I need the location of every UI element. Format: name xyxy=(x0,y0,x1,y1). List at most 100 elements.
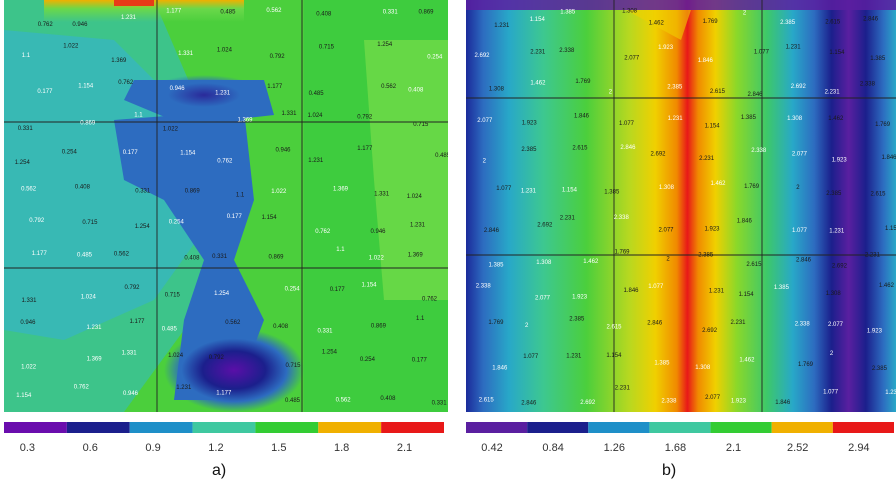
cell-value-label: 1.1 xyxy=(236,192,245,198)
cell-value-label: 2.692 xyxy=(702,328,718,334)
cell-value-label: 1.369 xyxy=(408,253,424,259)
cell-value-label: 0.762 xyxy=(422,297,438,303)
cell-value-label: 1.024 xyxy=(407,194,423,200)
cell-value-label: 1.177 xyxy=(32,251,48,257)
cell-value-label: 0.331 xyxy=(18,126,34,132)
cell-value-label: 1.022 xyxy=(63,44,79,50)
cell-value-label: 0.946 xyxy=(276,147,292,153)
cell-value-label: 1.462 xyxy=(530,80,546,86)
colorbar-a-swatches xyxy=(4,422,444,433)
cell-value-label: 1.231 xyxy=(410,223,426,229)
cell-value-label: 0.331 xyxy=(135,189,151,195)
cell-value-label: 1.154 xyxy=(705,123,721,129)
heatmap-a-low-upper xyxy=(144,75,264,115)
cell-value-label: 2.077 xyxy=(535,295,551,301)
cell-value-label: 1.077 xyxy=(619,121,635,127)
cell-value-label: 0.792 xyxy=(125,285,141,291)
colorbar-tick-label: 1.5 xyxy=(271,442,287,454)
colorbar-b xyxy=(466,422,894,433)
cell-value-label: 1.177 xyxy=(216,391,232,397)
cell-value-label: 1.254 xyxy=(322,350,338,356)
heatmap-a-top-strip xyxy=(44,0,244,22)
cell-value-label: 1.231 xyxy=(308,158,324,164)
cell-value-label: 1.077 xyxy=(823,389,839,395)
cell-value-label: 1.462 xyxy=(711,181,727,187)
cell-value-label: 1.154 xyxy=(562,187,578,193)
cell-value-label: 0.562 xyxy=(336,398,352,404)
cell-value-label: 2.077 xyxy=(624,56,640,62)
cell-value-label: 2 xyxy=(525,323,529,329)
cell-value-label: 1.308 xyxy=(489,86,505,92)
cell-value-label: 2.692 xyxy=(651,152,667,158)
cell-value-label: 2.385 xyxy=(698,253,714,259)
cell-value-label: 1.846 xyxy=(624,288,640,294)
cell-value-label: 1.024 xyxy=(217,47,233,53)
heatmap-a-top-peak xyxy=(114,0,154,6)
cell-value-label: 2 xyxy=(483,159,487,165)
cell-value-label: 0.792 xyxy=(29,218,45,224)
cell-value-label: 2.338 xyxy=(795,322,811,328)
cell-value-label: 0.869 xyxy=(80,120,96,126)
cell-value-label: 1.024 xyxy=(308,113,324,119)
cell-value-label: 0.408 xyxy=(184,256,200,262)
cell-value-label: 2 xyxy=(830,351,834,357)
cell-value-label: 1.177 xyxy=(130,319,146,325)
cell-value-label: 2.385 xyxy=(780,20,796,26)
cell-value-label: 1.154 xyxy=(739,292,755,298)
cell-value-label: 1.254 xyxy=(214,291,230,297)
cell-value-label: 0.946 xyxy=(371,229,387,235)
colorbar-tick-label: 1.26 xyxy=(603,442,625,454)
cell-value-label: 0.331 xyxy=(383,10,399,16)
cell-value-label: 0.408 xyxy=(316,12,332,18)
cell-value-label: 1.231 xyxy=(786,44,802,50)
colorbar-swatch xyxy=(588,422,650,433)
cell-value-label: 1.022 xyxy=(21,365,37,371)
cell-value-label: 0.177 xyxy=(330,287,346,293)
cell-value-label: 1.331 xyxy=(22,298,38,304)
cell-value-label: 2.077 xyxy=(792,152,808,158)
colorbar-swatch xyxy=(649,422,711,433)
cell-value-label: 1.154 xyxy=(78,84,94,90)
cell-value-label: 1.154 xyxy=(362,282,378,288)
heatmap-b: 1.231 1.154 1.385 1.308 1.462 1.769 2 2.385 2.61… xyxy=(466,0,896,412)
heatmap-a-channel xyxy=(114,110,264,400)
cell-value-label: 2.338 xyxy=(860,81,876,87)
cell-value-label: 1.923 xyxy=(658,45,674,51)
heatmap-b-plot: 1.231 1.154 1.385 1.308 1.462 1.769 2 2.385 2.61… xyxy=(466,0,896,412)
cell-value-label: 0.562 xyxy=(381,84,397,90)
colorbar-tick-label: 0.84 xyxy=(542,442,564,454)
colorbar-tick-label: 2.1 xyxy=(396,442,413,454)
cell-value-label: 1.923 xyxy=(522,120,538,126)
cell-value-label: 1.308 xyxy=(536,260,552,266)
cell-value-label: 2.338 xyxy=(661,399,677,405)
cell-value-label: 1.846 xyxy=(574,113,590,119)
cell-value-label: 1.846 xyxy=(882,155,896,161)
cell-value-label: 0.869 xyxy=(419,10,435,16)
cell-value-label: 0.254 xyxy=(62,150,78,156)
cell-value-label: 0.715 xyxy=(286,363,302,369)
cell-value-label: 2.385 xyxy=(826,191,842,197)
cell-value-label: 1.1 xyxy=(22,53,31,59)
cell-value-label: 2.338 xyxy=(614,215,630,221)
cell-value-label: 1.231 xyxy=(885,390,896,396)
cell-value-label: 1.022 xyxy=(271,189,287,195)
cell-value-label: 1.254 xyxy=(15,160,31,166)
cell-value-label: 1.308 xyxy=(787,116,803,122)
heatmap-a-low-lower xyxy=(164,328,304,412)
cell-value-label: 2.231 xyxy=(560,216,576,222)
heatmap-b-top-band xyxy=(466,0,896,10)
cell-value-label: 2.692 xyxy=(537,222,553,228)
cell-value-label: 0.946 xyxy=(72,22,88,28)
cell-value-label: 1.308 xyxy=(695,365,711,371)
cell-value-label: 0.485 xyxy=(162,327,178,333)
heatmap-a-region-lightgreen xyxy=(364,40,448,300)
cell-value-label: 1.154 xyxy=(530,17,546,23)
cell-value-label: 2.846 xyxy=(620,145,636,151)
cell-value-label: 0.946 xyxy=(123,391,139,397)
cell-value-label: 1.254 xyxy=(135,224,151,230)
cell-value-label: 0.562 xyxy=(225,320,241,326)
cell-value-label: 1.231 xyxy=(521,189,537,195)
cell-value-label: 1.022 xyxy=(163,126,179,132)
colorbar-tick-label: 0.3 xyxy=(19,442,35,454)
cell-value-label: 1.369 xyxy=(111,58,127,64)
